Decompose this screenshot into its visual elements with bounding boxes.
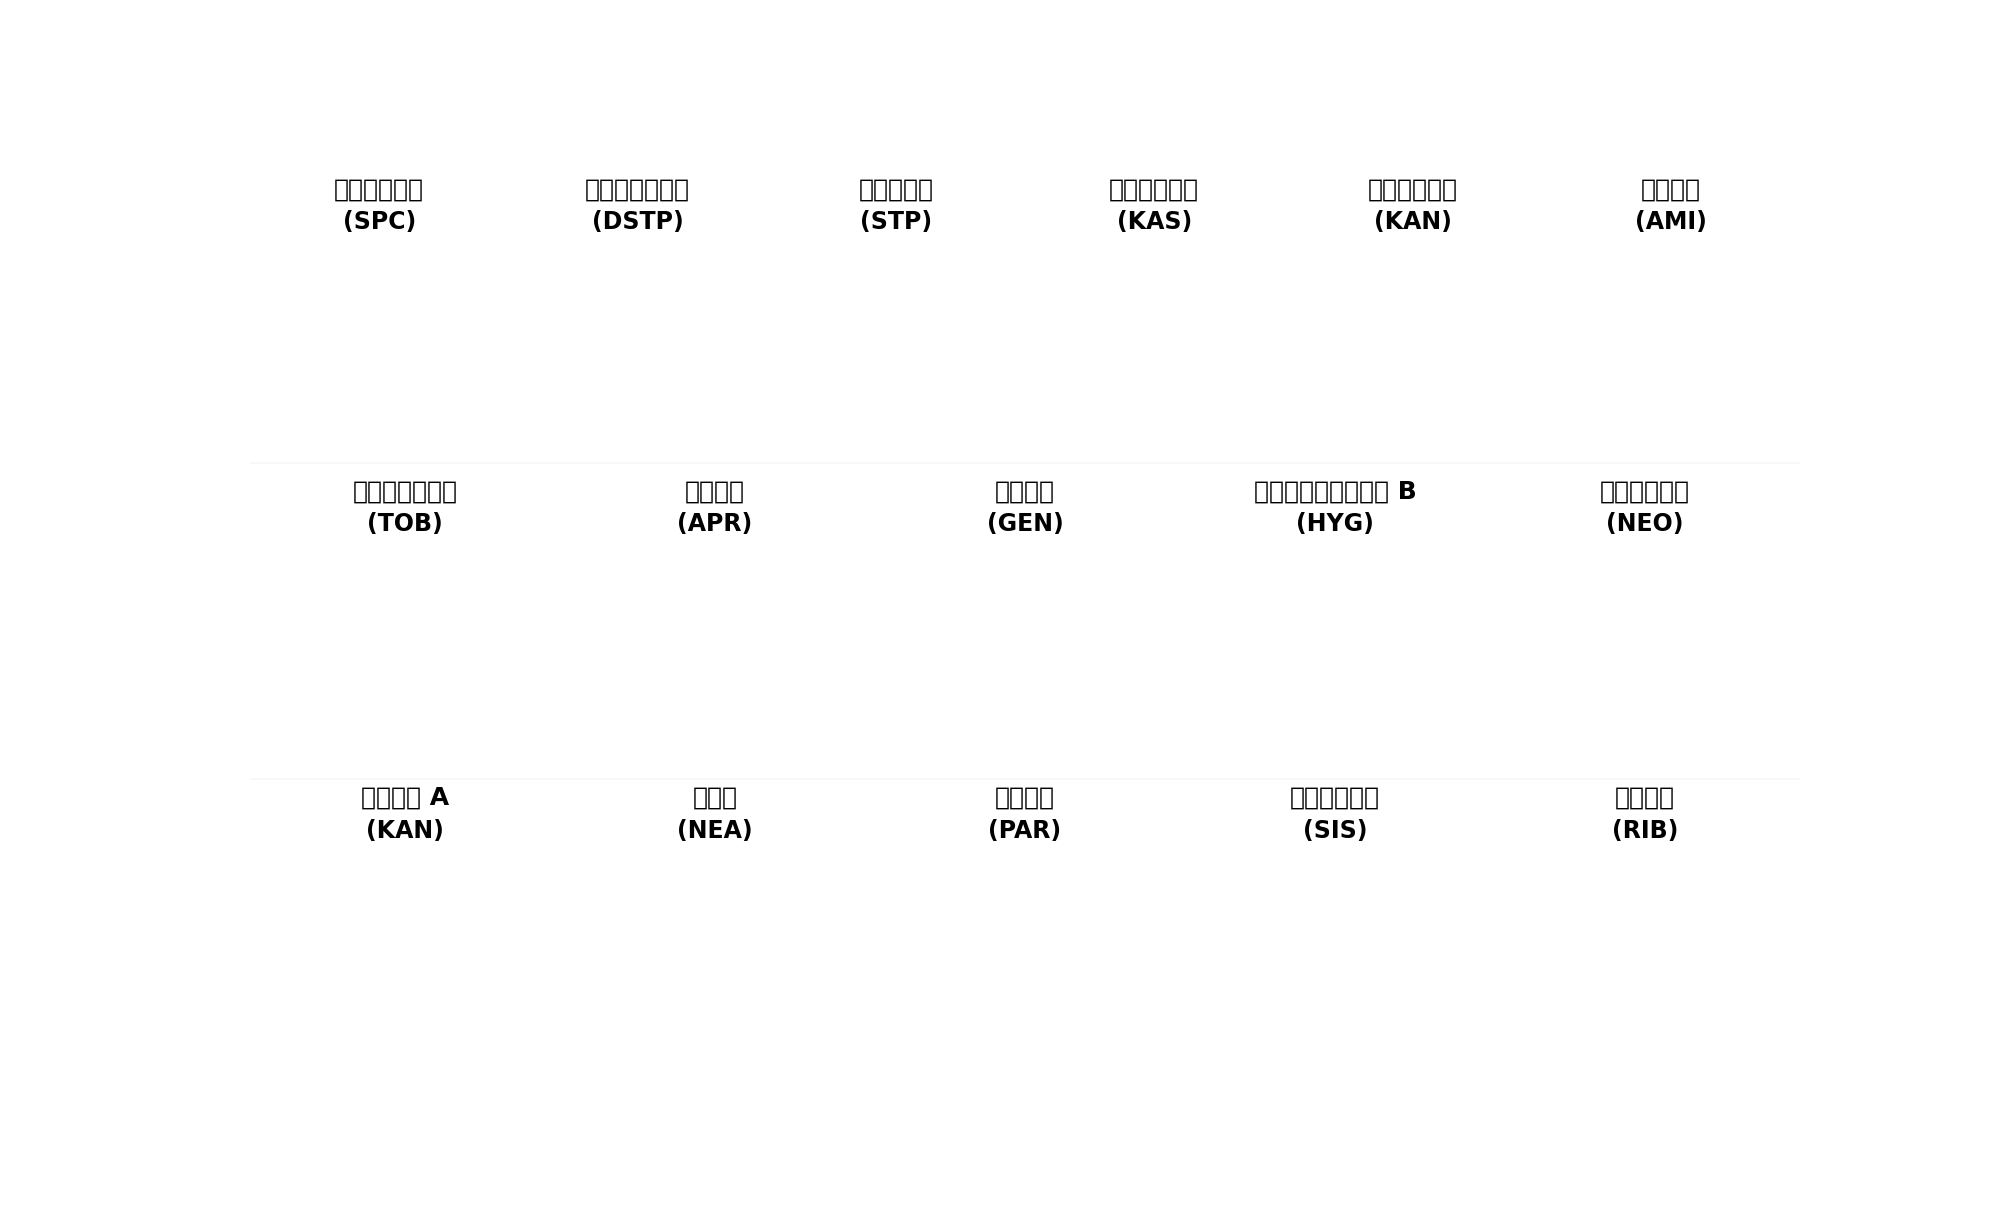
Text: 硫酸西索米星: 硫酸西索米星 xyxy=(1290,786,1380,810)
Text: 核糖霉素: 核糖霉素 xyxy=(1616,786,1676,810)
Text: (STP): (STP) xyxy=(860,211,932,234)
Text: 卡那霉素 A: 卡那霉素 A xyxy=(360,786,450,810)
Text: 硫酸双氢链霉素: 硫酸双氢链霉素 xyxy=(584,178,690,201)
Text: (APR): (APR) xyxy=(678,512,752,537)
Text: 庆大霉素: 庆大霉素 xyxy=(996,479,1056,503)
Text: (RIB): (RIB) xyxy=(1612,818,1678,843)
Text: 新霉胺: 新霉胺 xyxy=(692,786,738,810)
Text: 盐酸大观霉素: 盐酸大观霉素 xyxy=(334,178,424,201)
Text: (HYG): (HYG) xyxy=(1296,512,1374,537)
Text: (SIS): (SIS) xyxy=(1302,818,1368,843)
Text: (NEA): (NEA) xyxy=(678,818,752,843)
Text: 链球菌产生的潮霉素 B: 链球菌产生的潮霉素 B xyxy=(1254,479,1416,503)
Text: 安普霉素: 安普霉素 xyxy=(684,479,744,503)
Text: (PAR): (PAR) xyxy=(988,818,1062,843)
Text: 阿米卡星: 阿米卡星 xyxy=(1640,178,1700,201)
Text: (TOB): (TOB) xyxy=(368,512,442,537)
Text: 硫酸链霉素: 硫酸链霉素 xyxy=(858,178,934,201)
Text: (KAN): (KAN) xyxy=(1374,211,1452,234)
Text: (DSTP): (DSTP) xyxy=(592,211,684,234)
Text: (GEN): (GEN) xyxy=(986,512,1064,537)
Text: 盐酸春雷霉素: 盐酸春雷霉素 xyxy=(1110,178,1200,201)
Text: (KAS): (KAS) xyxy=(1116,211,1192,234)
Text: 三硫酸新霉素: 三硫酸新霉素 xyxy=(1600,479,1690,503)
Text: (AMI): (AMI) xyxy=(1634,211,1706,234)
Text: (KAN): (KAN) xyxy=(366,818,444,843)
Text: (NEO): (NEO) xyxy=(1606,512,1684,537)
Text: 巴龙霉素: 巴龙霉素 xyxy=(996,786,1056,810)
Text: 硫酸卡那霉素: 硫酸卡那霉素 xyxy=(1368,178,1458,201)
Text: 妥布霉素硫酸盐: 妥布霉素硫酸盐 xyxy=(352,479,458,503)
Text: (SPC): (SPC) xyxy=(342,211,416,234)
